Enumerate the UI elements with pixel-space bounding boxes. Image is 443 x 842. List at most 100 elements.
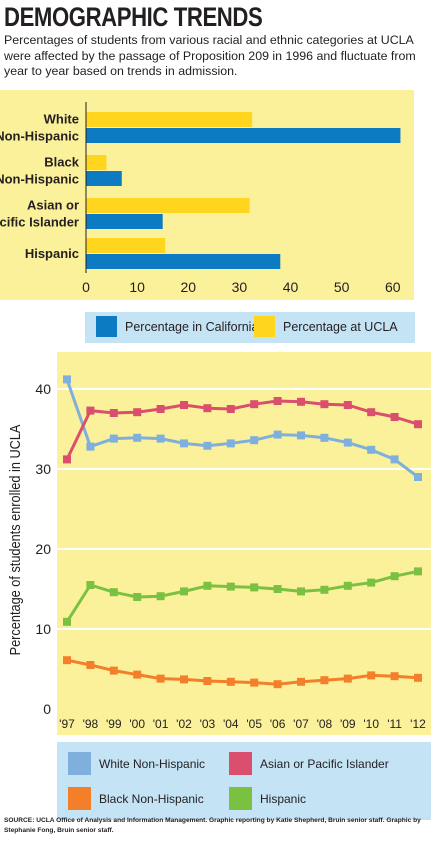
point-black-non-hispanic <box>390 672 399 681</box>
legend-swatch <box>229 752 252 775</box>
point-asian-or-pacific-islander <box>320 400 329 409</box>
x-tick-label: '04 <box>223 717 239 731</box>
point-black-non-hispanic <box>63 656 71 665</box>
point-hispanic <box>86 581 95 589</box>
point-black-non-hispanic <box>414 673 422 682</box>
point-white-non-hispanic <box>133 433 142 442</box>
bar-california-3 <box>86 254 281 269</box>
point-white-non-hispanic <box>226 439 235 448</box>
bar-x-tick-label: 40 <box>283 279 299 295</box>
point-asian-or-pacific-islander <box>414 420 422 429</box>
y-tick-label: 20 <box>35 541 51 557</box>
bar-x-tick-label: 50 <box>334 279 350 295</box>
point-black-non-hispanic <box>273 680 282 689</box>
point-asian-or-pacific-islander <box>133 408 142 417</box>
y-axis-label: Percentage of students enrolled in UCLA <box>6 424 23 655</box>
bar-x-tick-label: 20 <box>180 279 196 295</box>
point-asian-or-pacific-islander <box>297 397 305 406</box>
legend-label: Percentage in California <box>125 320 258 334</box>
y-tick-label: 40 <box>35 381 51 397</box>
legend-swatch <box>96 316 117 337</box>
bar-x-tick-label: 0 <box>82 279 90 295</box>
point-black-non-hispanic <box>133 670 142 679</box>
point-asian-or-pacific-islander <box>109 409 118 417</box>
point-asian-or-pacific-islander <box>226 405 235 413</box>
legend-swatch <box>254 316 275 337</box>
point-asian-or-pacific-islander <box>180 401 188 409</box>
legend-swatch <box>229 787 252 810</box>
bar-category-label: White <box>44 112 79 127</box>
point-asian-or-pacific-islander <box>63 455 71 464</box>
point-white-non-hispanic <box>343 438 352 447</box>
legend-swatch <box>68 787 91 810</box>
x-tick-label: '02 <box>176 717 192 731</box>
y-tick-label: 10 <box>35 621 51 637</box>
x-tick-label: '03 <box>200 717 216 731</box>
point-hispanic <box>343 581 352 590</box>
point-white-non-hispanic <box>156 434 165 443</box>
bar-x-tick-label: 60 <box>385 279 401 295</box>
bar-legend-box <box>85 312 415 343</box>
source-note: SOURCE: UCLA Office of Analysis and Info… <box>4 817 421 834</box>
legend-label: Percentage at UCLA <box>283 320 398 334</box>
point-hispanic <box>180 587 188 596</box>
x-tick-label: '01 <box>153 717 169 731</box>
point-asian-or-pacific-islander <box>367 408 376 417</box>
bar-category-label: Non-Hispanic <box>0 172 79 187</box>
point-black-non-hispanic <box>86 661 95 669</box>
point-hispanic <box>320 585 329 594</box>
point-black-non-hispanic <box>320 676 329 685</box>
y-tick-label: 0 <box>43 701 51 717</box>
x-tick-label: '07 <box>293 717 309 731</box>
point-hispanic <box>367 578 376 587</box>
x-tick-label: '06 <box>270 717 286 731</box>
point-asian-or-pacific-islander <box>86 406 95 415</box>
line-chart: 0 10 20 30 40 '97 '98 '99 '00 '01 '02 '03 '04 '05 '06… <box>6 352 431 820</box>
bar-category-label: Black <box>44 155 79 170</box>
point-white-non-hispanic <box>109 434 118 443</box>
point-white-non-hispanic <box>203 441 212 450</box>
x-tick-label: '00 <box>129 717 145 731</box>
legend-label: White Non-Hispanic <box>99 757 205 771</box>
point-white-non-hispanic <box>63 375 71 384</box>
point-black-non-hispanic <box>297 677 305 686</box>
point-asian-or-pacific-islander <box>343 401 352 409</box>
x-tick-label: '05 <box>246 717 262 731</box>
point-hispanic <box>414 567 422 576</box>
x-tick-label: '08 <box>317 717 333 731</box>
point-white-non-hispanic <box>390 455 399 464</box>
point-white-non-hispanic <box>367 445 376 454</box>
point-hispanic <box>250 583 259 592</box>
bar-category-label: Pacific Islander <box>0 215 79 230</box>
point-hispanic <box>226 582 235 591</box>
bar-california-2 <box>86 214 163 229</box>
point-hispanic <box>297 587 305 596</box>
legend-swatch <box>68 752 91 775</box>
bar-category-label: Hispanic <box>25 246 79 261</box>
point-black-non-hispanic <box>156 674 165 683</box>
x-tick-label: '10 <box>363 717 379 731</box>
bar-california-1 <box>86 171 122 186</box>
bar-ucla-3 <box>86 238 166 253</box>
point-black-non-hispanic <box>180 675 188 684</box>
legend-label: Hispanic <box>260 792 306 806</box>
x-tick-label: '98 <box>83 717 99 731</box>
point-hispanic <box>273 585 282 593</box>
bar-california-0 <box>86 128 401 143</box>
bar-category-label: Non-Hispanic <box>0 129 79 144</box>
point-black-non-hispanic <box>250 678 259 687</box>
point-hispanic <box>156 592 165 601</box>
x-tick-label: '11 <box>387 717 402 731</box>
point-hispanic <box>133 593 142 601</box>
point-white-non-hispanic <box>250 436 259 445</box>
point-black-non-hispanic <box>203 677 212 685</box>
point-white-non-hispanic <box>414 473 422 481</box>
point-white-non-hispanic <box>320 433 329 442</box>
y-tick-label: 30 <box>35 461 51 477</box>
series-line-black-non-hispanic <box>66 658 419 686</box>
bar-x-tick-label: 10 <box>129 279 145 295</box>
point-hispanic <box>109 588 118 597</box>
point-black-non-hispanic <box>109 666 118 675</box>
bar-chart: White Non-Hispanic Black Non-Hispanic Asian … <box>0 90 415 343</box>
series-line-asian-or-pacific-islander <box>65 399 419 461</box>
